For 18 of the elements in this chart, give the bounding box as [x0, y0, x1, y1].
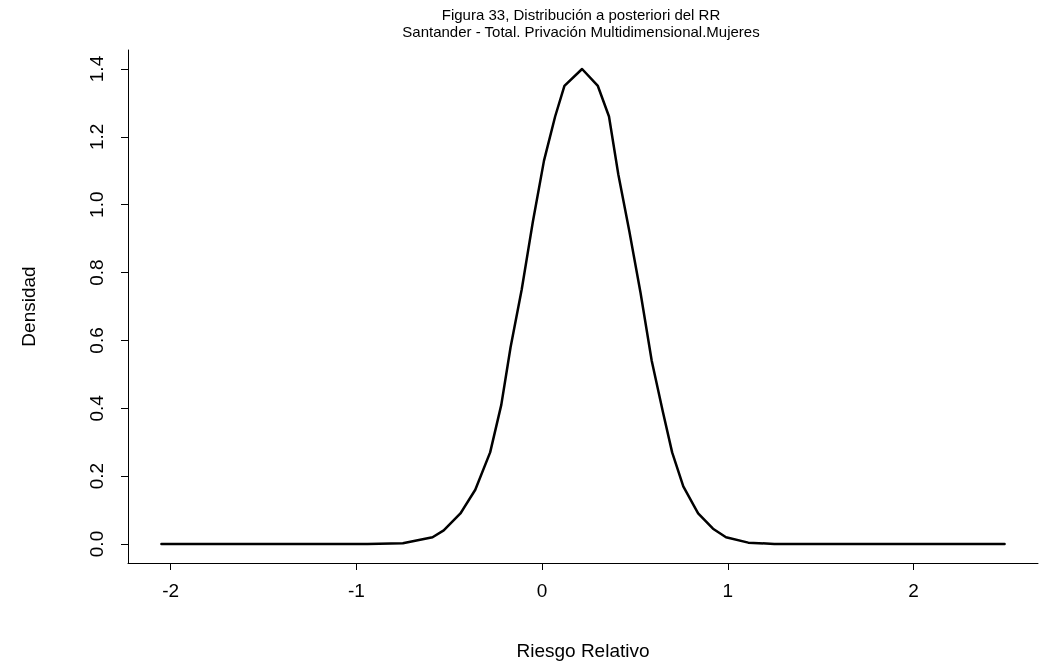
chart-subtitle: Santander - Total. Privación Multidimensional.Mujeres	[402, 23, 760, 40]
y-tick-label: 0.0	[86, 530, 107, 558]
x-tick-label: -1	[347, 580, 365, 601]
y-tick-label: 0.2	[86, 462, 107, 490]
y-tick-label: 0.6	[86, 327, 107, 354]
x-tick-label: 1	[722, 580, 734, 601]
y-tick-label: 0.8	[86, 259, 107, 286]
x-tick-label: 0	[536, 580, 548, 601]
y-axis-title: Densidad	[18, 266, 39, 347]
y-tick-label: 0.4	[86, 394, 107, 422]
x-tick-label: 2	[908, 580, 919, 601]
x-axis-title: Riesgo Relativo	[516, 640, 650, 661]
line-series	[160, 67, 1006, 546]
y-tick-label: 1.4	[86, 55, 107, 83]
chart-title: Figura 33, Distribución a posteriori del RR	[441, 6, 721, 23]
y-tick-label: 1.2	[86, 123, 107, 151]
x-tick-label: -2	[162, 580, 180, 601]
y-tick-label: 1.0	[86, 191, 107, 218]
